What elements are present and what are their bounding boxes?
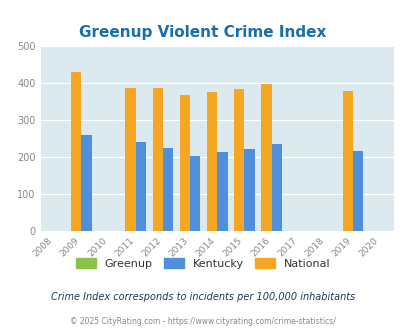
- Bar: [152, 88, 162, 231]
- Bar: [81, 135, 92, 231]
- Bar: [260, 84, 271, 231]
- Bar: [207, 92, 217, 231]
- Legend: Greenup, Kentucky, National: Greenup, Kentucky, National: [71, 254, 334, 273]
- Bar: [342, 91, 352, 231]
- Text: Greenup Violent Crime Index: Greenup Violent Crime Index: [79, 25, 326, 40]
- Bar: [217, 151, 227, 231]
- Bar: [125, 88, 135, 231]
- Bar: [162, 148, 173, 231]
- Text: © 2025 CityRating.com - https://www.cityrating.com/crime-statistics/: © 2025 CityRating.com - https://www.city…: [70, 317, 335, 326]
- Bar: [244, 149, 254, 231]
- Bar: [135, 142, 146, 231]
- Bar: [71, 72, 81, 231]
- Text: Crime Index corresponds to incidents per 100,000 inhabitants: Crime Index corresponds to incidents per…: [51, 292, 354, 302]
- Bar: [233, 89, 244, 231]
- Bar: [190, 156, 200, 231]
- Bar: [352, 151, 362, 231]
- Bar: [179, 95, 190, 231]
- Bar: [271, 144, 281, 231]
